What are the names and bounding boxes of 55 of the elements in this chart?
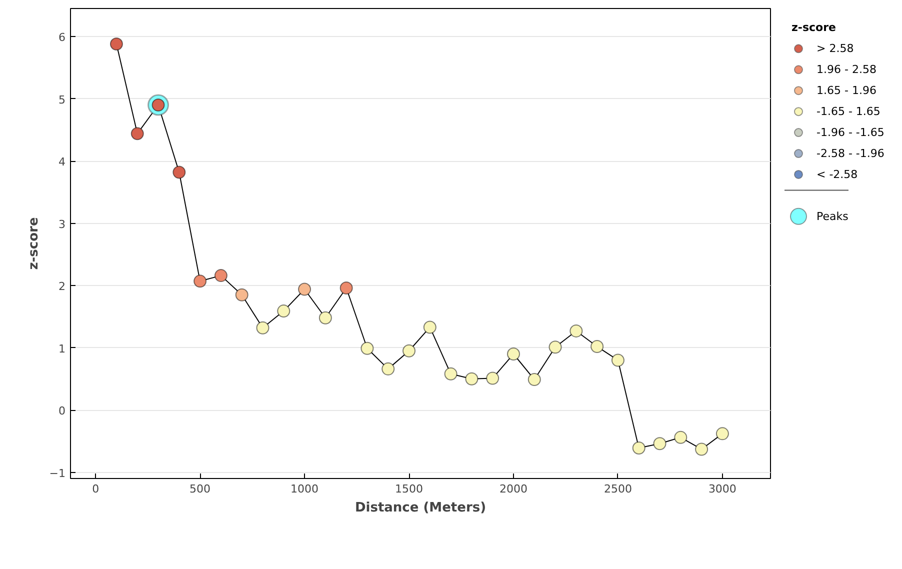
x-axis-title: Distance (Meters) [354, 500, 486, 516]
point [486, 372, 500, 385]
point [444, 367, 458, 380]
legend-label: Peaks [816, 210, 849, 223]
x-tick-label: 2000 [499, 482, 528, 496]
point [590, 340, 604, 354]
point [423, 320, 436, 334]
point [340, 282, 353, 294]
point [611, 354, 624, 367]
point [130, 127, 144, 140]
y-tick-label: 4 [58, 156, 66, 169]
point [277, 304, 290, 318]
point [298, 282, 312, 296]
legend-label: > 2.58 [816, 42, 854, 56]
point [360, 342, 374, 355]
point [402, 344, 416, 358]
point [632, 442, 646, 454]
point [214, 269, 228, 282]
point [506, 348, 520, 360]
point [653, 437, 666, 450]
x-tick-label: 0 [92, 482, 100, 496]
legend-label: < -2.58 [816, 168, 858, 181]
y-tick-label: −1 [49, 466, 66, 480]
y-tick-label: 0 [58, 404, 66, 418]
point [674, 430, 688, 444]
x-tick-label: 1500 [395, 482, 424, 496]
point [695, 442, 708, 456]
legend-label: 1.96 - 2.58 [816, 63, 876, 76]
point [570, 324, 583, 338]
point [235, 288, 248, 302]
legend-label: -2.58 - -1.96 [816, 147, 884, 160]
y-tick-label: 3 [58, 218, 66, 231]
x-tick-label: 3000 [708, 482, 736, 496]
y-tick-label: 6 [58, 31, 66, 44]
y-axis-title: z-score [26, 217, 42, 270]
y-tick-label: 2 [58, 280, 66, 294]
legend-title: z-score [792, 21, 836, 34]
y-tick-label: 1 [58, 342, 66, 356]
point [528, 373, 541, 386]
legend-label: -1.96 - -1.65 [816, 126, 884, 140]
x-tick-label: 1000 [290, 482, 319, 496]
point [194, 274, 207, 288]
point [110, 37, 123, 50]
legend-label: -1.65 - 1.65 [816, 105, 880, 118]
x-tick-label: 2500 [604, 482, 632, 496]
point [382, 362, 395, 376]
point [172, 166, 186, 179]
point [318, 311, 332, 324]
legend-label: 1.65 - 1.96 [816, 84, 876, 98]
point [465, 372, 478, 386]
point [716, 427, 729, 440]
x-tick-label: 500 [190, 482, 211, 496]
y-tick-label: 5 [58, 93, 66, 106]
point [548, 340, 562, 354]
point [256, 321, 270, 334]
